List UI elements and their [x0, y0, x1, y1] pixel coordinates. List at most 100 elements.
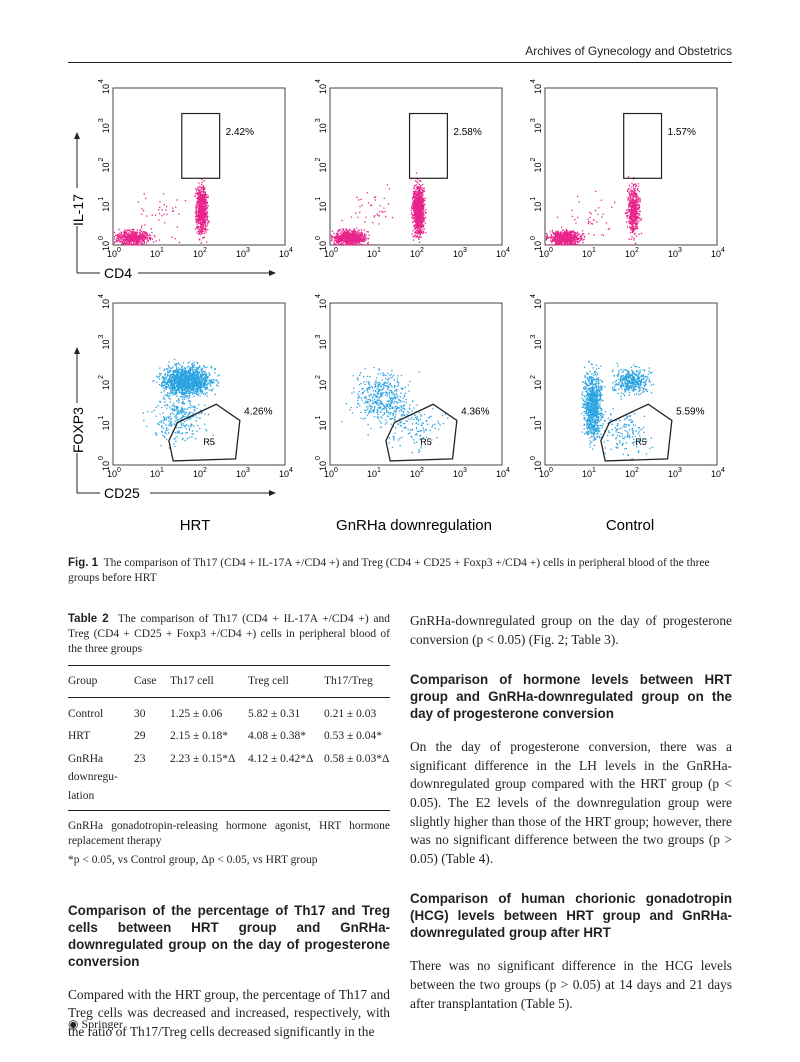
gate-box	[623, 112, 663, 179]
y-tick-label: 10	[101, 339, 111, 349]
x-tick-exponent: 1	[377, 467, 381, 474]
data-points	[142, 358, 220, 449]
y-tick-label: 10	[101, 420, 111, 430]
x-tick-exponent: 1	[592, 247, 596, 254]
y-tick-exponent: 3	[98, 118, 105, 122]
x-tick-exponent: 3	[246, 467, 250, 474]
table-footnote-significance: *p < 0.05, vs Control group, Δp < 0.05, …	[68, 853, 318, 866]
section-heading: Comparison of human chorionic gonadotrop…	[410, 891, 732, 941]
x-tick-label: 10	[367, 469, 377, 479]
gate-percentage: 5.59%	[676, 406, 704, 417]
gate-percentage: 2.58%	[453, 127, 481, 138]
x-axis-arrowhead	[269, 270, 276, 276]
x-tick-label: 10	[668, 249, 678, 259]
table-label: Table 2	[68, 613, 109, 625]
gate-percentage: 2.42%	[226, 127, 254, 138]
x-tick-label: 10	[193, 249, 203, 259]
table-row: Control 30 1.25 ± 0.06 5.82 ± 0.31 0.21 ± 0.…	[68, 697, 390, 727]
x-tick-label: 10	[711, 469, 721, 479]
y-tick-exponent: 3	[530, 335, 537, 339]
x-tick-exponent: 4	[506, 467, 510, 474]
y-tick-exponent: 1	[98, 416, 105, 420]
left-column: Table 2 The comparison of Th17 (CD4 + IL…	[68, 612, 390, 1041]
x-tick-exponent: 0	[549, 467, 553, 474]
y-tick-exponent: 0	[98, 236, 105, 240]
table-cell: HRT	[68, 730, 91, 743]
x-tick-label: 10	[453, 469, 463, 479]
region-label: R5	[635, 437, 647, 447]
x-tick-label: 10	[236, 249, 246, 259]
x-tick-exponent: 2	[203, 247, 207, 254]
y-tick-label: 10	[101, 123, 111, 133]
table-cell: Control	[68, 707, 104, 720]
x-tick-exponent: 2	[420, 247, 424, 254]
gate-percentage: 4.36%	[461, 406, 489, 417]
y-tick-exponent: 0	[315, 456, 322, 460]
y-tick-label: 10	[533, 339, 543, 349]
x-tick-label: 10	[668, 469, 678, 479]
x-tick-exponent: 1	[377, 247, 381, 254]
y-tick-label: 10	[533, 241, 543, 251]
y-tick-exponent: 2	[98, 375, 105, 379]
x-tick-exponent: 2	[635, 467, 639, 474]
column-header: Group	[68, 675, 98, 687]
y-tick-exponent: 0	[530, 456, 537, 460]
y-tick-exponent: 4	[530, 79, 537, 83]
table-cell: 29	[134, 730, 146, 743]
data-points	[113, 178, 210, 246]
x-tick-exponent: 2	[420, 467, 424, 474]
data-points	[580, 360, 655, 460]
axis-label-bg	[70, 403, 84, 453]
x-tick-exponent: 4	[289, 467, 293, 474]
section-heading: Comparison of hormone levels between HRT…	[410, 672, 732, 722]
x-tick-label: 10	[236, 469, 246, 479]
paragraph: Compared with the HRT group, the percent…	[68, 986, 390, 1039]
y-tick-label: 10	[533, 380, 543, 390]
y-tick-label: 10	[101, 84, 111, 94]
region-label: R5	[420, 437, 432, 447]
y-tick-exponent: 4	[530, 294, 537, 298]
x-axis-label: CD4	[104, 265, 132, 281]
y-axis-arrowhead	[74, 132, 80, 139]
x-tick-label: 10	[453, 249, 463, 259]
y-tick-label: 10	[533, 84, 543, 94]
x-tick-label: 10	[582, 469, 592, 479]
table-header-row: Group Case Th17 cell Treg cell Th17/Treg	[68, 665, 390, 698]
y-tick-label: 10	[533, 162, 543, 172]
x-tick-exponent: 1	[160, 247, 164, 254]
plot-frame	[112, 302, 286, 466]
axis-label-bg	[70, 188, 84, 226]
table-row: GnRHa downregu-lation 23 2.23 ± 0.15*Δ 4.12…	[68, 750, 390, 810]
group-label: Control	[606, 517, 654, 534]
x-tick-exponent: 3	[678, 247, 682, 254]
y-tick-label: 10	[101, 380, 111, 390]
x-tick-exponent: 3	[463, 247, 467, 254]
x-tick-label: 10	[193, 469, 203, 479]
group-label: HRT	[180, 517, 211, 534]
y-tick-exponent: 4	[315, 294, 322, 298]
gate-polygon	[385, 403, 458, 462]
table-footnote-abbrev: GnRHa gonadotropin-releasing hormone ago…	[68, 819, 390, 847]
x-tick-label: 10	[107, 469, 117, 479]
y-tick-exponent: 4	[98, 79, 105, 83]
y-tick-label: 10	[318, 123, 328, 133]
figure-caption-label: Fig. 1	[68, 557, 99, 569]
y-tick-exponent: 2	[315, 158, 322, 162]
y-tick-label: 10	[533, 123, 543, 133]
x-tick-exponent: 3	[463, 467, 467, 474]
y-tick-exponent: 1	[98, 197, 105, 201]
y-tick-label: 10	[101, 299, 111, 309]
column-header: Treg cell	[248, 675, 289, 687]
publisher-logo: ◉ Springer	[68, 1017, 123, 1031]
figure-caption-text: The comparison of Th17 (CD4 + IL-17A +/C…	[68, 557, 710, 584]
y-axis-label: FOXP3	[70, 407, 86, 453]
paragraph: On the day of progesterone conversion, t…	[410, 739, 732, 866]
y-tick-label: 10	[318, 299, 328, 309]
table-cell: 1.25 ± 0.06	[170, 707, 223, 720]
x-tick-exponent: 4	[506, 247, 510, 254]
y-tick-exponent: 2	[98, 158, 105, 162]
y-tick-exponent: 2	[315, 375, 322, 379]
plot-frame	[329, 302, 503, 466]
y-tick-label: 10	[101, 202, 111, 212]
x-tick-label: 10	[496, 469, 506, 479]
